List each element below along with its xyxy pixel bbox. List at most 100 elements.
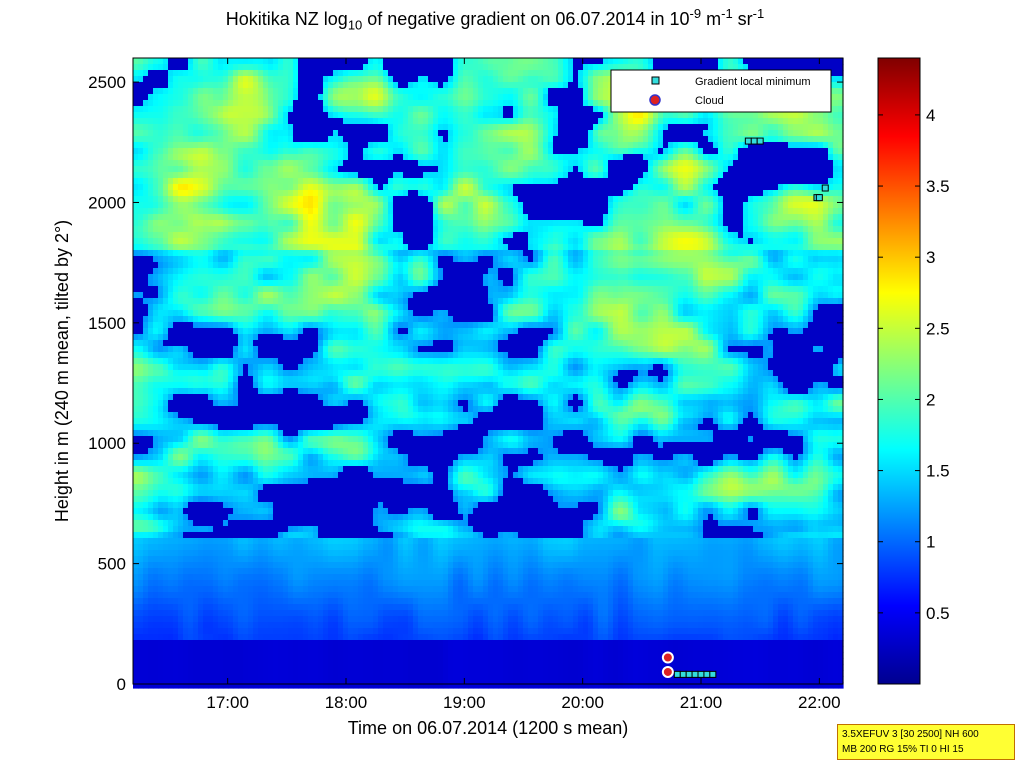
heatmap-cell (233, 268, 239, 275)
heatmap-cell (143, 532, 149, 539)
heatmap-cell (273, 670, 279, 677)
heatmap-cell (153, 658, 159, 665)
heatmap-cell (243, 430, 249, 437)
heatmap-cell (218, 538, 224, 545)
heatmap-cell (148, 676, 154, 683)
heatmap-cell (248, 106, 254, 113)
heatmap-cell (213, 544, 219, 551)
heatmap-cell (163, 676, 169, 683)
heatmap-cell (313, 76, 319, 83)
heatmap-cell (228, 358, 234, 365)
heatmap-cell (368, 298, 374, 305)
heatmap-cell (303, 490, 309, 497)
heatmap-cell (173, 556, 179, 563)
heatmap-cell (133, 214, 139, 221)
heatmap-cell (363, 418, 369, 425)
heatmap-cell (323, 334, 329, 341)
heatmap-cell (263, 322, 269, 329)
heatmap-cell (253, 232, 259, 239)
heatmap-cell (298, 616, 304, 623)
heatmap-cell (193, 220, 199, 227)
heatmap-cell (283, 544, 289, 551)
heatmap-cell (223, 628, 229, 635)
heatmap-cell (243, 262, 249, 269)
heatmap-cell (218, 574, 224, 581)
heatmap-cell (213, 280, 219, 287)
heatmap-cell (293, 220, 299, 227)
heatmap-cell (368, 142, 374, 149)
heatmap-cell (198, 538, 204, 545)
heatmap-cell (353, 304, 359, 311)
heatmap-cell (163, 466, 169, 473)
heatmap-cell (313, 310, 319, 317)
heatmap-cell (353, 202, 359, 209)
heatmap-cell (143, 526, 149, 533)
heatmap-cell (163, 412, 169, 419)
heatmap-cell (293, 652, 299, 659)
heatmap-cell (313, 502, 319, 509)
heatmap-cell (343, 628, 349, 635)
heatmap-cell (218, 130, 224, 137)
heatmap-cell (238, 556, 244, 563)
heatmap-cell (238, 526, 244, 533)
heatmap-cell (238, 400, 244, 407)
heatmap-cell (198, 148, 204, 155)
heatmap-cell (153, 310, 159, 317)
heatmap-cell (283, 640, 289, 647)
heatmap-cell (233, 106, 239, 113)
heatmap-cell (153, 358, 159, 365)
heatmap-cell (283, 250, 289, 257)
heatmap-cell (213, 292, 219, 299)
heatmap-cell (178, 328, 184, 335)
heatmap-cell (263, 292, 269, 299)
heatmap-cell (153, 268, 159, 275)
heatmap-cell (223, 232, 229, 239)
heatmap-cell (268, 166, 274, 173)
heatmap-cell (293, 160, 299, 167)
heatmap-cell (248, 448, 254, 455)
heatmap-cell (318, 628, 324, 635)
heatmap-cell (318, 88, 324, 95)
heatmap-cell (143, 622, 149, 629)
heatmap-cell (353, 526, 359, 533)
heatmap-cell (218, 286, 224, 293)
heatmap-cell (238, 76, 244, 83)
heatmap-cell (268, 670, 274, 677)
heatmap-cell (138, 346, 144, 353)
heatmap-cell (218, 466, 224, 473)
heatmap-cell (343, 640, 349, 647)
heatmap-cell (168, 298, 174, 305)
heatmap-cell (263, 598, 269, 605)
heatmap-cell (158, 394, 164, 401)
heatmap-cell (173, 394, 179, 401)
heatmap-cell (363, 232, 369, 239)
heatmap-cell (143, 280, 149, 287)
heatmap-cell (243, 184, 249, 191)
heatmap-cell (328, 154, 334, 161)
heatmap-cell (198, 220, 204, 227)
heatmap-cell (303, 652, 309, 659)
heatmap-cell (223, 64, 229, 71)
heatmap-cell (208, 550, 214, 557)
heatmap-cell (258, 598, 264, 605)
heatmap-cell (248, 352, 254, 359)
heatmap-cell (318, 208, 324, 215)
heatmap-cell (153, 112, 159, 119)
heatmap-cell (243, 304, 249, 311)
heatmap-cell (308, 382, 314, 389)
heatmap-cell (328, 76, 334, 83)
heatmap-cell (188, 148, 194, 155)
heatmap-cell (288, 100, 294, 107)
heatmap-cell (263, 148, 269, 155)
heatmap-cell (313, 586, 319, 593)
heatmap-cell (353, 604, 359, 611)
heatmap-cell (248, 286, 254, 293)
heatmap-cell (268, 490, 274, 497)
heatmap-cell (313, 58, 319, 65)
heatmap-cell (243, 382, 249, 389)
heatmap-cell (218, 316, 224, 323)
heatmap-cell (248, 568, 254, 575)
heatmap-cell (173, 352, 179, 359)
heatmap-cell (288, 412, 294, 419)
heatmap-cell (213, 670, 219, 677)
